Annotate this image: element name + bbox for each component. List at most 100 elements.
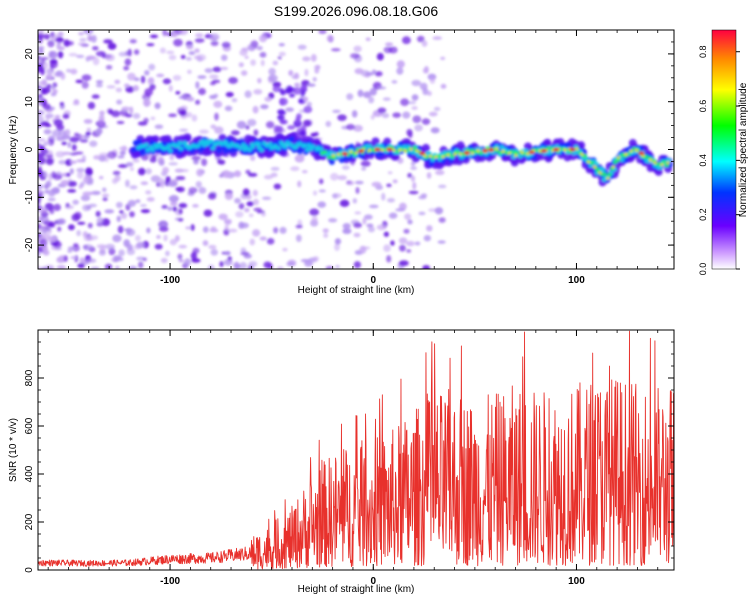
noise-speckle: [238, 221, 245, 229]
noise-speckle: [112, 170, 121, 176]
noise-speckle: [242, 188, 250, 196]
noise-speckle: [51, 129, 62, 138]
noise-speckle: [387, 171, 393, 175]
ridge-blob: [412, 145, 417, 150]
noise-speckle: [105, 65, 113, 70]
noise-speckle: [162, 78, 172, 85]
ridge-core: [638, 151, 645, 156]
noise-speckle: [108, 247, 116, 256]
noise-speckle: [260, 59, 265, 67]
colorbar-tick-label: 0.0: [698, 263, 708, 276]
noise-speckle: [323, 233, 329, 239]
noise-speckle: [49, 208, 55, 215]
noise-speckle: [236, 120, 247, 129]
noise-speckle: [76, 171, 84, 179]
ridge-blob: [336, 152, 341, 156]
ridge-blob: [615, 158, 621, 162]
noise-speckle: [233, 170, 242, 178]
noise-speckle: [192, 204, 199, 208]
noise-speckle: [115, 87, 122, 93]
noise-speckle: [118, 51, 127, 57]
ridge-blob: [517, 153, 523, 159]
noise-speckle: [86, 127, 92, 134]
noise-speckle: [376, 52, 384, 61]
figure-title: S199.2026.096.08.18.G06: [274, 3, 438, 19]
noise-speckle: [270, 166, 280, 171]
noise-speckle: [81, 81, 89, 89]
noise-speckle: [101, 193, 110, 198]
ridge-blob: [657, 165, 663, 170]
noise-speckle: [210, 226, 217, 232]
noise-speckle: [46, 83, 52, 90]
noise-speckle: [410, 161, 416, 167]
noise-speckle: [144, 88, 153, 97]
noise-speckle: [288, 69, 294, 77]
noise-speckle: [306, 101, 312, 107]
noise-speckle: [175, 175, 186, 181]
ridge-core: [553, 147, 560, 152]
ridge-core: [540, 149, 547, 153]
noise-speckle: [223, 259, 233, 266]
noise-speckle: [234, 197, 241, 204]
noise-speckle: [240, 70, 248, 76]
noise-speckle: [266, 238, 275, 245]
ridge-blob: [178, 146, 184, 151]
noise-speckle: [95, 210, 101, 218]
noise-speckle: [247, 118, 257, 127]
noise-speckle: [178, 259, 185, 263]
noise-speckle: [369, 87, 377, 96]
noise-speckle: [285, 107, 294, 112]
noise-speckle: [194, 38, 205, 43]
ridge-blob: [378, 150, 385, 157]
ridge-blob: [243, 145, 249, 150]
noise-speckle: [438, 184, 447, 189]
noise-speckle: [209, 74, 219, 79]
ridge-core: [358, 149, 365, 153]
noise-speckle: [268, 74, 278, 83]
noise-speckle: [168, 113, 177, 118]
spectrogram-ytick-label: 20: [24, 48, 35, 60]
noise-speckle: [330, 48, 341, 52]
noise-speckle: [198, 87, 206, 96]
ridge-blob: [575, 147, 579, 151]
noise-speckle: [222, 170, 231, 179]
noise-speckle: [353, 261, 361, 269]
noise-speckle: [173, 38, 183, 47]
noise-speckle: [38, 142, 42, 147]
noise-speckle: [107, 42, 117, 50]
noise-speckle: [296, 113, 302, 120]
noise-speckle: [434, 207, 444, 215]
noise-speckle: [297, 44, 307, 50]
noise-speckle: [170, 201, 178, 207]
noise-speckle: [414, 241, 421, 246]
noise-speckle: [45, 157, 54, 166]
noise-speckle: [179, 128, 189, 132]
noise-speckle: [405, 240, 415, 247]
noise-speckle: [193, 55, 201, 60]
noise-speckle: [202, 240, 209, 246]
noise-speckle: [410, 175, 416, 182]
noise-speckle: [412, 115, 422, 124]
noise-speckle: [244, 90, 252, 99]
noise-speckle: [176, 186, 185, 193]
ridge-blob: [455, 150, 461, 154]
noise-speckle: [90, 266, 100, 269]
ridge-blob: [421, 143, 430, 152]
ridge-blob: [470, 151, 475, 155]
ridge-blob: [276, 146, 282, 151]
noise-speckle: [440, 56, 446, 60]
snr-ytick-label: 200: [24, 513, 35, 530]
noise-speckle: [103, 39, 113, 44]
ridge-blob: [166, 143, 172, 149]
ridge-blob: [453, 152, 457, 156]
ridge-blob: [660, 163, 664, 167]
noise-speckle: [165, 250, 170, 257]
noise-speckle: [300, 84, 307, 91]
noise-speckle: [80, 194, 91, 202]
noise-speckle: [174, 235, 180, 242]
noise-speckle: [154, 124, 164, 130]
noise-speckle: [407, 173, 413, 178]
noise-speckle: [48, 50, 58, 59]
ridge-blob: [446, 153, 450, 157]
noise-speckle: [194, 48, 200, 53]
